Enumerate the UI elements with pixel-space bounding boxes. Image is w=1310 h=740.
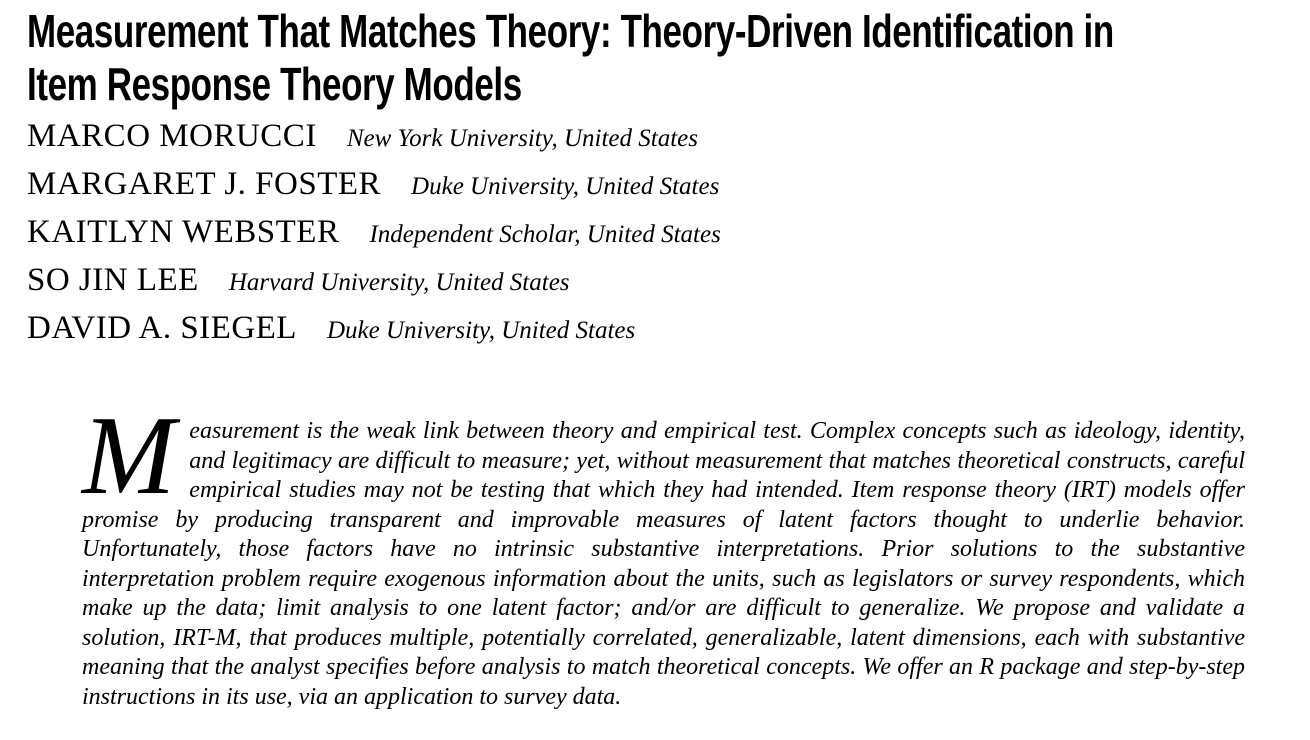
author-row: KAITLYN WEBSTER Independent Scholar, Uni…	[27, 211, 1310, 259]
author-name: KAITLYN WEBSTER	[27, 214, 340, 250]
author-name: MARGARET J. FOSTER	[27, 166, 382, 202]
author-affiliation: New York University, United States	[346, 125, 698, 152]
author-row: SO JIN LEE Harvard University, United St…	[27, 259, 1310, 307]
paper-title-line-2: Item Response Theory Models	[27, 58, 522, 110]
author-name: SO JIN LEE	[27, 262, 199, 298]
author-affiliation: Duke University, United States	[326, 317, 636, 344]
paper-page: Measurement That Matches Theory: Theory-…	[27, 5, 1310, 712]
paper-title: Measurement That Matches Theory: Theory-…	[27, 5, 1114, 111]
author-affiliation: Independent Scholar, United States	[369, 221, 721, 248]
author-name: MARCO MORUCCI	[27, 118, 317, 154]
abstract-drop-cap: M	[82, 394, 176, 518]
author-affiliation: Harvard University, United States	[228, 269, 570, 296]
author-row: MARCO MORUCCI New York University, Unite…	[27, 115, 1310, 163]
author-name: DAVID A. SIEGEL	[27, 310, 297, 346]
author-row: DAVID A. SIEGEL Duke University, United …	[27, 307, 1310, 355]
abstract-text: easurement is the weak link between theo…	[82, 418, 1245, 710]
author-row: MARGARET J. FOSTER Duke University, Unit…	[27, 163, 1310, 211]
paper-title-line-1: Measurement That Matches Theory: Theory-…	[27, 5, 1114, 57]
author-affiliation: Duke University, United States	[411, 173, 720, 200]
author-list: MARCO MORUCCI New York University, Unite…	[27, 115, 1310, 355]
